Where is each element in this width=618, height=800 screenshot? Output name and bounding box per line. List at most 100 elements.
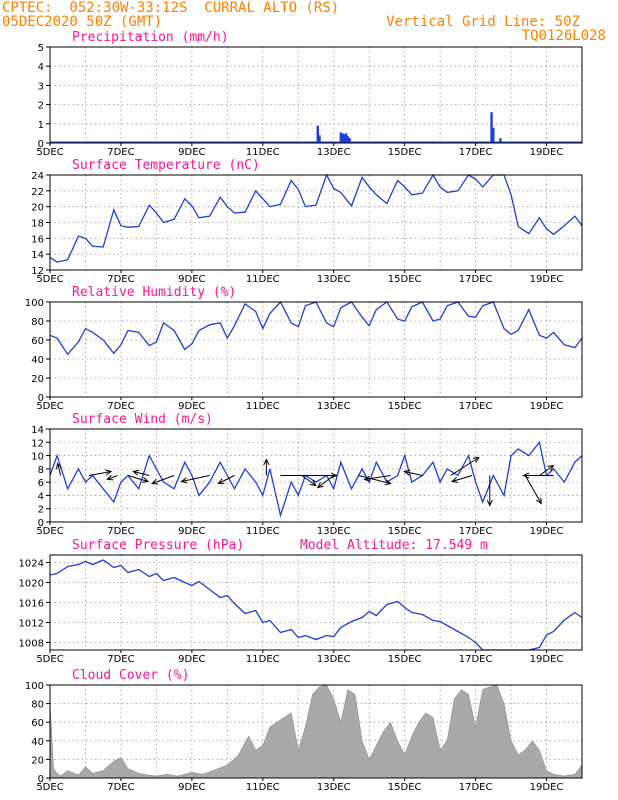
- x-tick-label: 17DEC: [459, 401, 493, 412]
- wind-arrow-head: [316, 481, 324, 489]
- y-tick-label: 24: [31, 171, 44, 182]
- wind-arrow-shaft: [450, 457, 480, 476]
- x-tick-label: 7DEC: [107, 401, 134, 412]
- header-station: CPTEC: 052:30W-33:12S CURRAL ALTO (RS): [2, 0, 340, 16]
- y-tick-label: 2: [38, 101, 44, 112]
- x-tick-label: 15DEC: [388, 782, 422, 793]
- wind-arrow-shaft: [317, 475, 335, 488]
- x-tick-label: 17DEC: [459, 782, 493, 793]
- panel-title: Surface Temperature (nC): [72, 158, 260, 173]
- x-tick-label: 5DEC: [36, 526, 63, 537]
- panel-precip: 0 1 2 3 4 5 5DEC 7DEC 9DEC 11DEC 13DEC 15DEC 17DEC 19…: [36, 30, 583, 158]
- y-tick-label: 0: [38, 139, 44, 150]
- wind-arrow-head: [403, 469, 411, 476]
- wind-arrow: [132, 469, 150, 476]
- x-tick-label: 5DEC: [36, 147, 63, 158]
- humidity-series-line: [49, 300, 583, 356]
- wind-arrow: [88, 469, 113, 476]
- panel-frame: [49, 174, 583, 271]
- precip-bar: [343, 134, 346, 143]
- x-tick-label: 17DEC: [459, 147, 493, 158]
- wind-arrow-head: [330, 472, 338, 479]
- wind-arrow: [280, 472, 338, 479]
- y-tick-label: 0: [38, 518, 44, 529]
- precip-bar: [318, 135, 321, 143]
- wind-arrow: [358, 475, 392, 486]
- x-tick-label: 11DEC: [246, 654, 280, 665]
- panel-frame: [49, 684, 583, 779]
- wind-arrow-shaft: [181, 475, 210, 482]
- wind-arrow-shaft: [364, 475, 391, 480]
- y-tick-label: 1016: [19, 599, 44, 610]
- panel-temperature: 12 14 16 18 20 22 24 5DEC 7DEC 9DEC 11DEC 13DEC 15DE…: [31, 158, 583, 285]
- x-tick-label: 13DEC: [317, 526, 351, 537]
- wind-arrow-head: [363, 475, 371, 482]
- wind-arrow: [180, 475, 210, 484]
- wind-arrow: [486, 475, 493, 507]
- x-tick-label: 15DEC: [388, 401, 422, 412]
- wind-arrow: [522, 472, 554, 479]
- wind-arrow-head: [384, 479, 392, 486]
- x-tick-label: 19DEC: [530, 401, 564, 412]
- panel-frame: [49, 301, 583, 398]
- y-tick-label: 14: [31, 425, 44, 436]
- y-tick-label: 12: [31, 438, 44, 449]
- x-tick-label: 13DEC: [317, 147, 351, 158]
- wind-arrow-shaft: [127, 475, 149, 482]
- y-tick-label: 12: [31, 266, 44, 277]
- y-tick-label: 1012: [19, 619, 44, 630]
- x-tick-label: 19DEC: [530, 526, 564, 537]
- temperature-series-line: [49, 173, 583, 263]
- precip-bar: [316, 125, 319, 143]
- wind-arrow-head: [180, 477, 188, 484]
- wind-arrow: [106, 474, 118, 481]
- wind-arrow: [403, 469, 423, 476]
- y-tick-label: 40: [31, 737, 44, 748]
- wind-arrow-head: [451, 477, 459, 483]
- wind-arrow-head: [151, 478, 159, 485]
- model-altitude-label: Model Altitude: 17.549 m: [300, 538, 488, 553]
- wind-arrow-shaft: [301, 475, 317, 486]
- x-tick-label: 7DEC: [107, 654, 134, 665]
- panel-wind: 0 2 4 6 8 10 12 14 5DEC 7DEC 9DEC 11DEC 13DEC 15DEC 17…: [31, 412, 583, 537]
- wind-arrow-head: [142, 477, 150, 483]
- wind-arrow-shaft: [539, 465, 554, 476]
- x-tick-label: 15DEC: [388, 526, 422, 537]
- y-tick-label: 6: [38, 478, 44, 489]
- wind-arrow: [363, 475, 391, 482]
- x-tick-label: 13DEC: [317, 782, 351, 793]
- wind-arrow-shaft: [107, 475, 118, 480]
- wind-arrow-shaft: [133, 471, 150, 476]
- wind-arrow-head: [522, 472, 530, 479]
- x-tick-label: 5DEC: [36, 782, 63, 793]
- y-tick-label: 16: [31, 234, 44, 245]
- x-tick-label: 13DEC: [317, 274, 351, 285]
- wind-arrow: [151, 475, 175, 485]
- cloud-cover-area: [49, 684, 583, 779]
- y-tick-label: 40: [31, 355, 44, 366]
- x-tick-label: 11DEC: [246, 782, 280, 793]
- x-tick-label: 9DEC: [178, 782, 205, 793]
- wind-arrow-shaft: [404, 471, 423, 476]
- precip-bar: [499, 138, 502, 143]
- precip-bar: [339, 132, 343, 143]
- x-tick-label: 15DEC: [388, 274, 422, 285]
- wind-arrow: [263, 458, 270, 476]
- x-tick-label: 19DEC: [530, 654, 564, 665]
- panel-title: Surface Pressure (hPa): [72, 538, 244, 553]
- x-tick-label: 13DEC: [317, 401, 351, 412]
- wind-arrow: [539, 464, 555, 476]
- x-tick-label: 11DEC: [246, 401, 280, 412]
- wind-arrow-head: [309, 479, 317, 487]
- y-tick-label: 22: [31, 187, 44, 198]
- x-tick-label: 9DEC: [178, 401, 205, 412]
- wind-arrow-shaft: [218, 475, 235, 484]
- wind-arrow: [301, 475, 317, 487]
- wind-arrow-shaft: [151, 475, 175, 484]
- x-tick-label: 17DEC: [459, 274, 493, 285]
- wind-series-line: [49, 440, 583, 518]
- wind-arrow: [127, 475, 150, 483]
- wind-arrow-head: [106, 474, 114, 481]
- wind-arrow-shaft: [524, 475, 542, 504]
- y-tick-label: 4: [38, 491, 44, 502]
